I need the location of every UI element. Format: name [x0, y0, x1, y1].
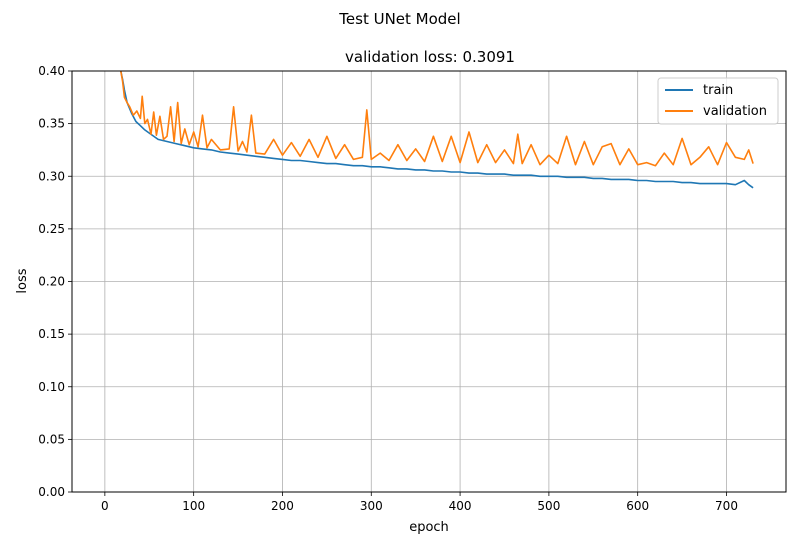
- x-tick-label: 600: [626, 499, 649, 513]
- x-tick-label: 200: [271, 499, 294, 513]
- x-tick-label: 400: [449, 499, 472, 513]
- y-tick-label: 0.15: [38, 327, 65, 341]
- x-tick-label: 300: [360, 499, 383, 513]
- legend: train validation: [657, 77, 779, 125]
- x-tick-label: 700: [715, 499, 738, 513]
- y-tick-label: 0.00: [38, 485, 65, 499]
- x-axis-label: epoch: [409, 520, 449, 535]
- y-axis-label: loss: [15, 268, 30, 293]
- ticks: 0 100 200 300 400 500 600 700 0.00 0.05 0.10 0.15 0.…: [38, 64, 738, 513]
- plot-lines: [120, 71, 754, 189]
- x-tick-label: 0: [101, 499, 109, 513]
- chart-title: validation loss: 0.3091: [345, 48, 515, 66]
- series-line-validation: [120, 71, 754, 167]
- y-tick-label: 0.05: [38, 432, 65, 446]
- figure-suptitle: Test UNet Model: [338, 10, 460, 28]
- y-tick-label: 0.25: [38, 222, 65, 236]
- y-tick-label: 0.20: [38, 275, 65, 289]
- x-tick-label: 500: [537, 499, 560, 513]
- legend-label-train: train: [703, 83, 733, 98]
- series-line-train: [120, 71, 754, 189]
- legend-label-validation: validation: [703, 104, 767, 119]
- y-tick-label: 0.30: [38, 169, 65, 183]
- y-tick-label: 0.40: [38, 64, 65, 78]
- y-tick-label: 0.35: [38, 117, 65, 131]
- x-tick-label: 100: [182, 499, 205, 513]
- y-tick-label: 0.10: [38, 380, 65, 394]
